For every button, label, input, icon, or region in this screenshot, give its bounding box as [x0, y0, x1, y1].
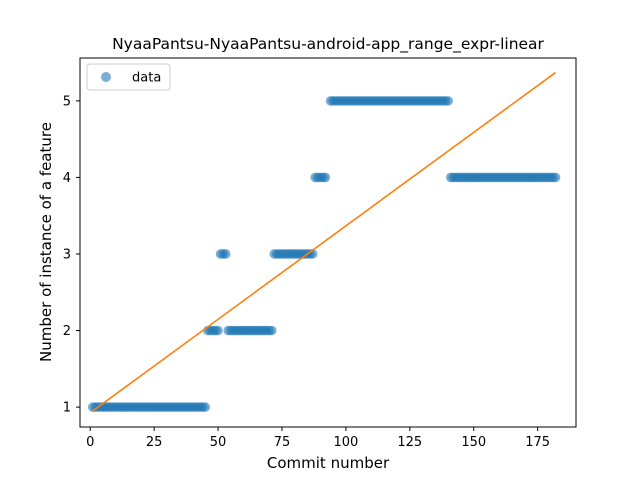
y-tick-label: 3 [63, 247, 71, 262]
x-axis-title: Commit number [267, 454, 390, 472]
x-tick-label: 100 [333, 435, 358, 450]
x-tick-label: 150 [461, 435, 486, 450]
y-tick-label: 4 [63, 171, 71, 186]
legend-marker-data [101, 72, 111, 82]
legend-box [86, 63, 171, 91]
y-tick-label: 5 [63, 94, 71, 109]
x-tick-label: 175 [525, 435, 550, 450]
legend: data [86, 63, 171, 91]
data-point [266, 325, 277, 336]
fit-line [92, 71, 557, 412]
ticks-layer: 0 25 50 75 100 125 150 175 1 2 3 4 5 [63, 94, 550, 450]
x-tick-label: 25 [146, 435, 163, 450]
y-tick-label: 2 [63, 324, 71, 339]
x-tick-label: 50 [210, 435, 227, 450]
plot-frame [79, 57, 577, 428]
chart-title: NyaaPantsu-NyaaPantsu-android-app_range_… [112, 35, 544, 54]
data-point [443, 96, 453, 106]
x-tick-label: 75 [274, 435, 291, 450]
data-point [200, 402, 211, 412]
x-tick-label: 125 [397, 435, 422, 450]
data-layer [87, 71, 561, 412]
data-point [220, 249, 231, 259]
legend-label-data: data [132, 71, 161, 86]
y-tick-label: 1 [63, 401, 71, 416]
x-tick-label: 0 [86, 435, 94, 450]
data-point [550, 172, 561, 183]
data-point [213, 325, 223, 336]
data-point [320, 172, 331, 183]
y-axis-title: Number of instance of a feature [37, 122, 55, 362]
